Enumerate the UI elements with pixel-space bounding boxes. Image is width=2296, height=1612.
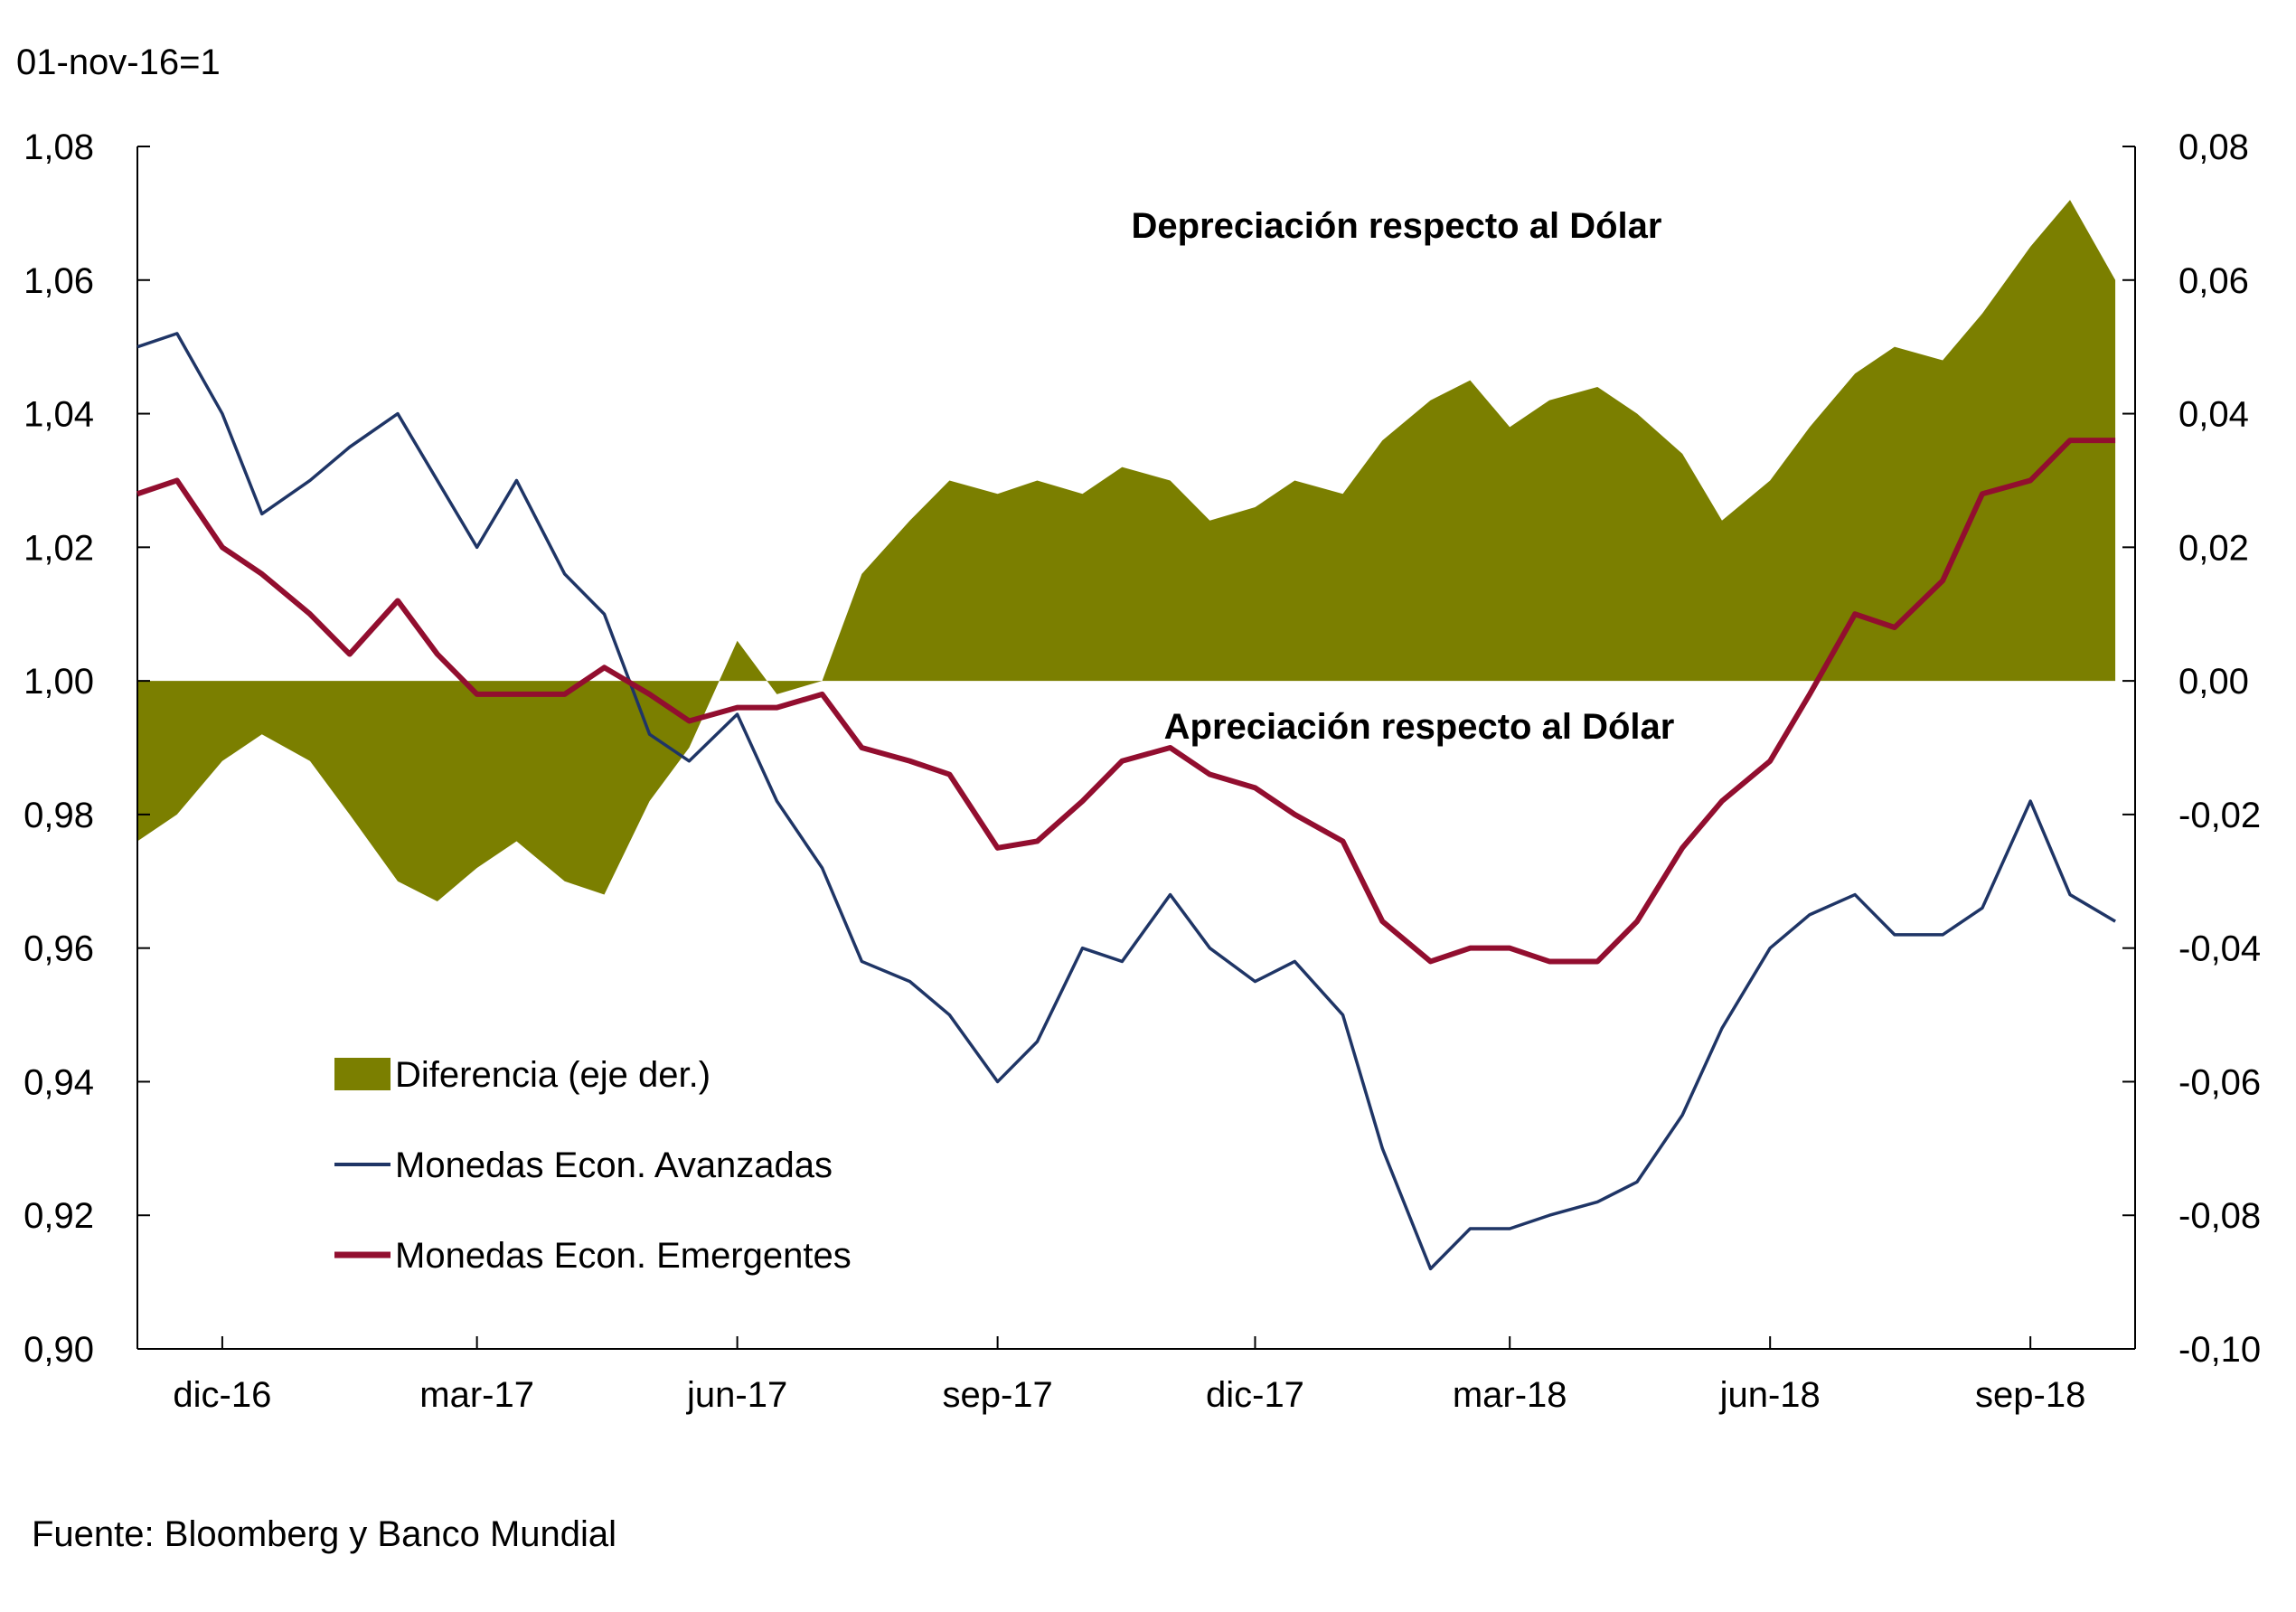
left-tick-label: 1,06 — [24, 261, 94, 301]
left-tick-label: 0,94 — [24, 1062, 94, 1102]
left-tick-label: 0,98 — [24, 796, 94, 835]
right-tick-label: -0,08 — [2178, 1196, 2261, 1236]
right-tick-label: -0,06 — [2178, 1062, 2261, 1102]
legend-label-difference: Diferencia (eje der.) — [395, 1055, 710, 1095]
annotation-appreciation: Apreciación respecto al Dólar — [1164, 707, 1675, 747]
x-tick-label: mar-17 — [419, 1375, 534, 1415]
x-tick-label: mar-18 — [1453, 1375, 1567, 1415]
x-tick-label: sep-18 — [1975, 1375, 2085, 1415]
legend-label-advanced: Monedas Econ. Avanzadas — [395, 1145, 833, 1185]
left-tick-label: 1,08 — [24, 127, 94, 167]
left-tick-label: 0,92 — [24, 1196, 94, 1236]
legend: Diferencia (eje der.) Monedas Econ. Avan… — [334, 1055, 852, 1276]
axes — [136, 146, 2136, 1350]
difference-area-layer — [137, 200, 2116, 901]
left-tick-label: 0,90 — [24, 1330, 94, 1370]
legend-swatch-difference — [334, 1058, 391, 1090]
x-tick-label: sep-17 — [942, 1375, 1052, 1415]
series-lines — [136, 332, 2116, 1271]
annotation-depreciation: Depreciación respecto al Dólar — [1132, 206, 1662, 246]
left-tick-label: 1,00 — [24, 662, 94, 702]
x-tick-label: dic-17 — [1206, 1375, 1304, 1415]
index-label: 01-nov-16=1 — [16, 42, 221, 82]
x-tick-label: dic-16 — [173, 1375, 271, 1415]
x-tick-label: jun-18 — [1719, 1375, 1821, 1415]
left-tick-label: 0,96 — [24, 929, 94, 969]
series-line-emerging — [136, 438, 2116, 965]
left-tick-label: 1,02 — [24, 528, 94, 568]
right-tick-label: 0,02 — [2178, 528, 2249, 568]
left-tick-label: 1,04 — [24, 395, 94, 435]
tick-labels: 0,90 0,92 0,94 0,96 0,98 1,00 1,02 1,04 1,06 1,08… — [24, 127, 2261, 1415]
right-tick-label: -0,02 — [2178, 796, 2261, 835]
right-tick-label: -0,10 — [2178, 1330, 2261, 1370]
right-tick-label: -0,04 — [2178, 929, 2261, 969]
source-note: Fuente: Bloomberg y Banco Mundial — [32, 1514, 616, 1554]
difference-area — [137, 200, 2116, 901]
x-tick-label: jun-17 — [686, 1375, 787, 1415]
right-tick-label: 0,08 — [2178, 127, 2249, 167]
legend-label-emerging: Monedas Econ. Emergentes — [395, 1236, 852, 1276]
series-line-advanced — [136, 332, 2116, 1271]
right-tick-label: 0,00 — [2178, 662, 2249, 702]
right-tick-label: 0,04 — [2178, 395, 2249, 435]
right-tick-label: 0,06 — [2178, 261, 2249, 301]
